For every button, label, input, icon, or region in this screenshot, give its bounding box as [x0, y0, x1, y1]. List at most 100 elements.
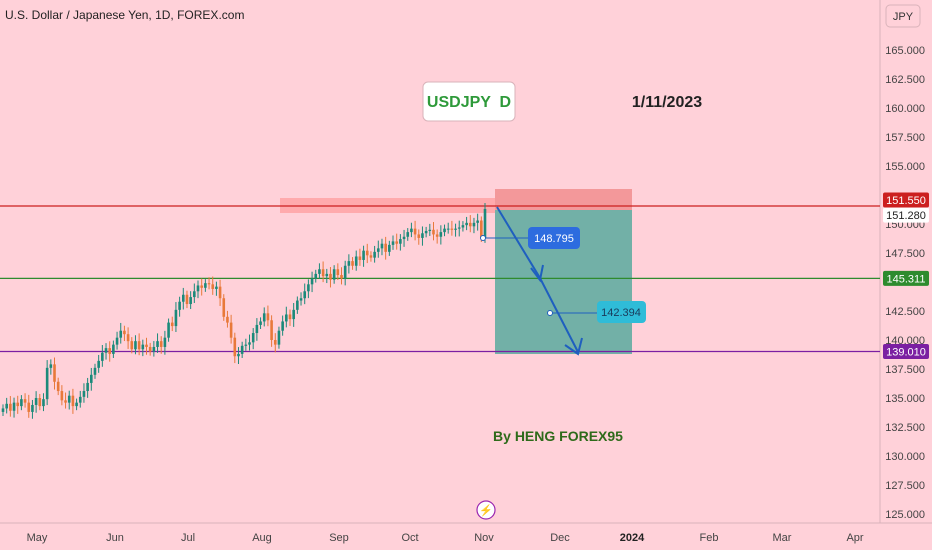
price-tag-current[interactable]: 151.280 — [883, 207, 929, 223]
x-tick-label: Aug — [252, 532, 272, 544]
price-tag-support1[interactable]: 145.311 — [883, 270, 929, 286]
candle-body — [476, 220, 479, 223]
candle-body — [369, 255, 373, 258]
candle-body — [358, 256, 362, 260]
candle-body — [38, 398, 42, 407]
candle-body — [391, 241, 395, 245]
candle-body — [336, 269, 340, 276]
y-tick-label: 147.500 — [885, 248, 925, 260]
event-marker[interactable] — [476, 500, 496, 520]
y-tick-label: 160.000 — [885, 103, 925, 115]
candle-body — [148, 346, 152, 352]
candle-body — [20, 399, 23, 407]
candle-body — [461, 225, 465, 228]
projection-arrow — [496, 206, 583, 356]
entry-label: 148.795 — [534, 233, 574, 245]
x-tick-label: Jun — [106, 532, 124, 544]
candle-body — [130, 341, 134, 350]
candle-body — [101, 352, 104, 361]
candle-body — [178, 301, 181, 310]
price-tag-resistance[interactable]: 151.550 — [883, 192, 929, 208]
candle-body — [141, 344, 145, 350]
x-tick-label: Apr — [846, 532, 863, 544]
candle-body — [1, 408, 5, 412]
candle-body — [303, 291, 307, 299]
candle-body — [248, 342, 251, 345]
candle-body — [299, 298, 303, 301]
candle-body — [12, 402, 16, 411]
x-tick-label: Oct — [401, 532, 418, 544]
candle-body — [42, 399, 45, 407]
candle-body — [9, 403, 12, 411]
candle-body — [266, 313, 270, 321]
candle-body — [380, 243, 384, 249]
price-tag-support2[interactable]: 139.010 — [883, 343, 929, 359]
candle-body — [480, 220, 483, 238]
candle-body — [170, 322, 174, 327]
candle-body — [189, 297, 192, 305]
price-tag-support1-text: 145.311 — [887, 273, 926, 285]
candle-body — [31, 404, 34, 412]
candle-body — [325, 273, 329, 277]
target-point[interactable] — [547, 310, 553, 316]
price-tag-resistance-text: 151.550 — [886, 195, 926, 207]
candle-body — [200, 285, 203, 288]
candle-body — [93, 367, 97, 375]
candle-body — [347, 261, 351, 266]
candle-body — [432, 229, 435, 235]
candle-body — [343, 265, 347, 279]
candle-body — [181, 294, 185, 302]
candle-body — [395, 241, 398, 244]
candle-body — [340, 275, 343, 279]
candle-body — [97, 360, 100, 368]
candle-body — [45, 367, 49, 400]
entry-label-box[interactable] — [528, 227, 580, 249]
y-tick-label: 165.000 — [885, 45, 925, 57]
candles-group — [1, 203, 487, 419]
author-annotation: By HENG FOREX95 — [493, 428, 623, 444]
currency-label: JPY — [893, 11, 914, 23]
candle-body — [222, 298, 226, 317]
x-tick-label: 2024 — [620, 532, 645, 544]
candle-body — [71, 395, 75, 407]
y-tick-label: 132.500 — [885, 422, 925, 434]
candle-body — [86, 382, 89, 392]
y-tick-label: 125.000 — [885, 509, 925, 521]
currency-button[interactable] — [885, 4, 921, 28]
candle-body — [310, 278, 314, 285]
x-tick-label: Sep — [329, 532, 349, 544]
candle-body — [288, 314, 292, 320]
x-tick-label: Mar — [773, 532, 792, 544]
candle-body — [126, 334, 130, 342]
candle-body — [318, 269, 321, 274]
y-axis-ticks: 165.000162.500160.000157.500155.000150.0… — [885, 45, 925, 521]
y-tick-label: 130.000 — [885, 451, 925, 463]
candle-body — [388, 244, 391, 252]
candle-body — [53, 364, 56, 382]
candle-body — [193, 291, 196, 298]
candle-body — [332, 269, 336, 280]
target-label-box[interactable] — [597, 301, 646, 323]
candle-body — [435, 234, 439, 237]
candle-body — [270, 320, 273, 340]
candle-body — [450, 228, 454, 230]
y-tick-label: 137.500 — [885, 364, 925, 376]
lightning-icon: ⚡ — [479, 504, 493, 517]
candle-body — [329, 273, 332, 280]
candle-body — [211, 284, 215, 289]
y-tick-label: 127.500 — [885, 480, 925, 492]
candle-body — [285, 314, 288, 322]
target-label: 142.394 — [601, 307, 641, 319]
stop-loss-zone[interactable] — [495, 189, 632, 210]
arrow-head-mid — [530, 264, 544, 283]
candle-body — [5, 403, 8, 409]
candle-body — [277, 330, 281, 345]
candle-body — [351, 261, 354, 266]
candle-body — [137, 341, 141, 350]
y-tick-label: 155.000 — [885, 161, 925, 173]
entry-point[interactable] — [480, 235, 486, 241]
y-tick-label: 142.500 — [885, 306, 925, 318]
candle-body — [292, 309, 295, 320]
candle-body — [49, 364, 53, 368]
